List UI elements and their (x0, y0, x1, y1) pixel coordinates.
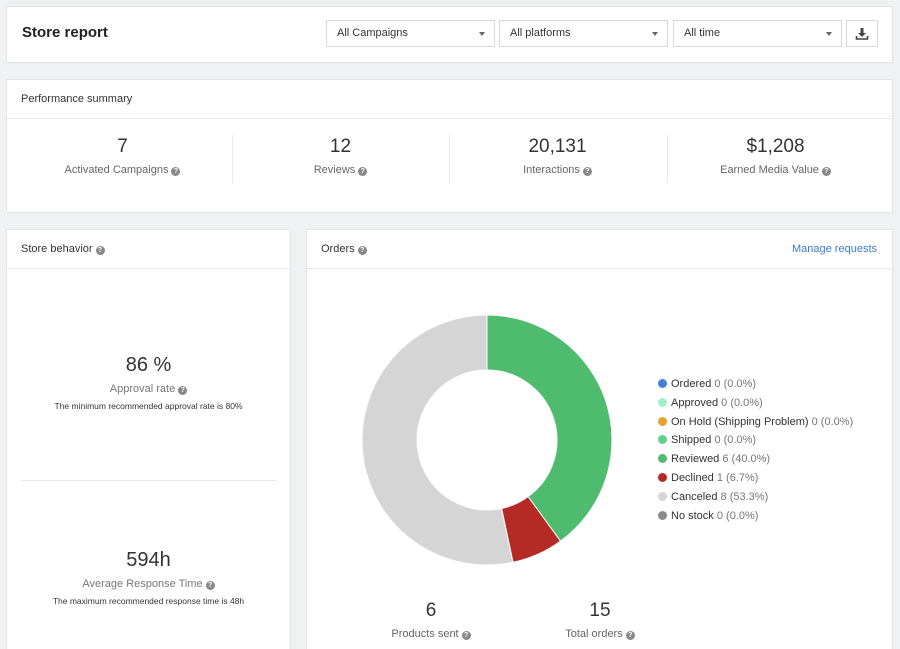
legend-label: Reviewed (671, 453, 723, 466)
legend-label: Canceled (671, 490, 721, 503)
stat-label: Reviews (313, 164, 356, 176)
legend-item[interactable]: No stock 0 (0.0%) (658, 507, 853, 526)
download-button[interactable] (846, 20, 878, 47)
stat-earned-media-value: $1,208 Earned Media Value? (667, 136, 884, 176)
legend-label: Shipped (671, 434, 715, 447)
legend-item[interactable]: Declined 1 (6.7%) (658, 469, 853, 488)
legend-count: 1 (6.7%) (716, 471, 759, 484)
donut-slice-canceled[interactable] (361, 314, 514, 566)
campaign-select-value: All Campaigns (337, 27, 408, 39)
download-icon (855, 28, 869, 40)
time-select[interactable]: All time (673, 20, 842, 47)
approval-rate-label: Approval rate (109, 383, 176, 395)
stat-label: Activated Campaigns (64, 164, 169, 176)
total-orders-label: Total orders (565, 628, 623, 640)
legend-count: 0 (0.0%) (811, 415, 854, 428)
platform-select[interactable]: All platforms (499, 20, 668, 47)
orders-title: Orders (321, 243, 355, 255)
response-time-label: Average Response Time (82, 578, 203, 590)
stat-value: 12 (329, 136, 352, 157)
legend-dot-icon (658, 510, 667, 520)
legend-item[interactable]: Approved 0 (0.0%) (658, 394, 853, 413)
legend-item[interactable]: Canceled 8 (53.3%) (658, 488, 853, 507)
legend-dot-icon (658, 397, 667, 407)
total-orders-stat: 15 Total orders? (525, 600, 675, 640)
response-time-value: 594h (126, 549, 171, 571)
help-icon[interactable]: ? (821, 167, 831, 176)
stat-activated-campaigns: 7 Activated Campaigns? (14, 136, 231, 176)
legend-item[interactable]: Shipped 0 (0.0%) (658, 431, 853, 450)
top-bar: Store report All Campaigns All platforms… (6, 6, 893, 63)
legend-label: On Hold (Shipping Problem) (671, 415, 812, 428)
store-behavior-card: Store behavior? 86 % Approval rate? The … (6, 229, 291, 649)
products-sent-stat: 6 Products sent? (356, 600, 506, 640)
help-icon[interactable]: ? (461, 631, 471, 640)
divider (21, 480, 276, 481)
donut-slice-reviewed[interactable] (486, 314, 613, 542)
time-select-value: All time (684, 27, 721, 39)
total-orders-value: 15 (589, 600, 611, 621)
orders-card: Orders? Manage requests Ordered 0 (0.0%)… (306, 229, 893, 649)
campaign-select[interactable]: All Campaigns (326, 20, 495, 47)
legend-dot-icon (658, 472, 667, 482)
help-icon[interactable]: ? (358, 167, 368, 176)
help-icon[interactable]: ? (171, 167, 181, 176)
help-icon[interactable]: ? (357, 246, 367, 255)
orders-header: Orders? Manage requests (307, 230, 892, 269)
performance-summary-title: Performance summary (21, 93, 133, 105)
stat-label: Interactions (523, 164, 580, 176)
legend-dot-icon (658, 379, 667, 388)
chevron-down-icon (826, 32, 832, 36)
stat-interactions: 20,131 Interactions? (449, 136, 666, 176)
platform-select-value: All platforms (510, 27, 571, 39)
help-icon[interactable]: ? (625, 631, 635, 640)
legend-count: 8 (53.3%) (720, 490, 769, 503)
legend-item[interactable]: Reviewed 6 (40.0%) (658, 450, 853, 469)
legend-count: 0 (0.0%) (714, 378, 756, 390)
response-time-note: The maximum recommended response time is… (52, 596, 245, 606)
response-time-stat: 594h Average Response Time? The maximum … (7, 549, 290, 606)
products-sent-value: 6 (425, 600, 437, 621)
legend-dot-icon (658, 491, 667, 501)
legend-count: 0 (0.0%) (721, 396, 763, 409)
approval-rate-stat: 86 % Approval rate? The minimum recommen… (7, 354, 290, 411)
legend-label: Declined (671, 471, 717, 484)
stat-value: 7 (117, 136, 128, 157)
products-sent-label: Products sent (391, 628, 459, 640)
legend-dot-icon (658, 454, 667, 464)
help-icon[interactable]: ? (582, 167, 592, 176)
orders-legend: Ordered 0 (0.0%) Approved 0 (0.0%) On Hold… (658, 375, 853, 525)
legend-dot-icon (658, 416, 667, 426)
divider (667, 135, 668, 183)
legend-item[interactable]: On Hold (Shipping Problem) 0 (0.0%) (658, 413, 853, 432)
approval-rate-note: The minimum recommended approval rate is… (54, 401, 243, 411)
chevron-down-icon (479, 32, 485, 36)
chevron-down-icon (652, 32, 658, 36)
divider (449, 135, 450, 183)
stat-label: Earned Media Value (720, 164, 819, 176)
stat-reviews: 12 Reviews? (232, 136, 449, 176)
help-icon[interactable]: ? (205, 581, 215, 590)
orders-donut-chart (361, 314, 613, 566)
legend-label: No stock (671, 509, 717, 522)
legend-dot-icon (658, 435, 667, 445)
divider (232, 135, 233, 183)
help-icon[interactable]: ? (178, 386, 188, 395)
performance-summary-card: Performance summary 7 Activated Campaign… (6, 79, 893, 213)
legend-count: 6 (40.0%) (722, 453, 771, 466)
help-icon[interactable]: ? (95, 246, 105, 255)
legend-count: 0 (0.0%) (714, 434, 757, 447)
legend-label: Approved (671, 396, 722, 409)
store-behavior-header: Store behavior? (7, 230, 290, 269)
performance-summary-header: Performance summary (7, 80, 892, 119)
stat-value: $1,208 (746, 136, 805, 157)
stat-value: 20,131 (528, 136, 587, 157)
page-title: Store report (22, 24, 108, 41)
legend-label: Ordered (671, 378, 715, 390)
manage-requests-link[interactable]: Manage requests (792, 243, 877, 255)
legend-count: 0 (0.0%) (716, 509, 759, 522)
store-behavior-title: Store behavior (21, 243, 93, 255)
approval-rate-value: 86 % (125, 354, 172, 376)
legend-item[interactable]: Ordered 0 (0.0%) (658, 375, 853, 394)
